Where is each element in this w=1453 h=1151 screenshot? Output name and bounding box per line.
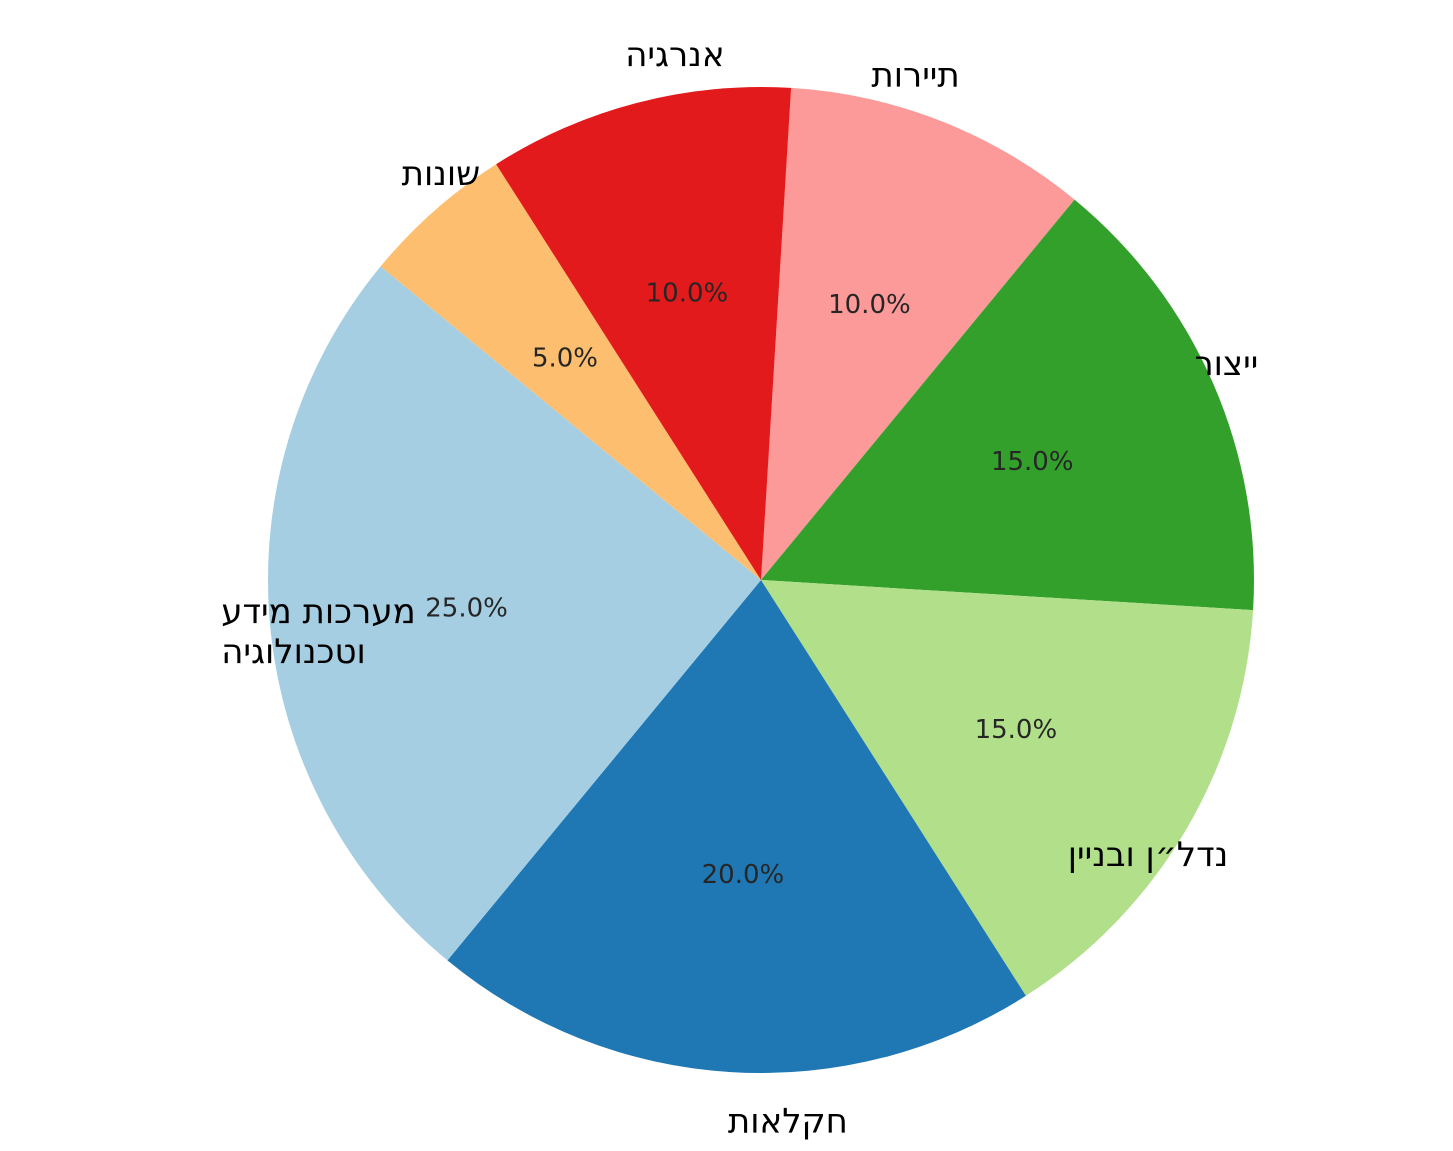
pie-slices: [267, 87, 1254, 1073]
pie-slice: [267, 266, 761, 961]
slice-percentage-label: 25.0%: [425, 593, 508, 623]
slice-category-label: נדל״ן ובניין: [1068, 835, 1229, 875]
slice-percentage-label: 10.0%: [646, 279, 729, 309]
category-labels: תיירות ייצור נדל״ן ובניין חקלאות מערכות מידע…: [221, 35, 1258, 1141]
slice-category-label-line: חקלאות: [728, 1101, 848, 1141]
pie-slice: [380, 164, 761, 581]
slice-category-label: מערכות מידע וטכנולוגיה: [221, 592, 416, 672]
slice-category-label-line: שונות: [402, 154, 481, 194]
slice-percentage-label: 5.0%: [532, 343, 598, 373]
percentage-labels: 10.0% 15.0% 15.0% 20.0% 25.0% 5.0% 10.0%: [425, 279, 1073, 891]
slice-category-label-line: ייצור: [1194, 344, 1258, 384]
pie-slice: [761, 199, 1254, 611]
slice-percentage-label: 10.0%: [828, 290, 911, 320]
slice-percentage-label: 20.0%: [702, 860, 785, 890]
slice-category-label: חקלאות: [728, 1101, 848, 1141]
slice-category-label: שונות: [402, 154, 481, 194]
slice-category-label: אנרגיה: [625, 35, 724, 75]
slice-category-label-line: תיירות: [871, 55, 959, 95]
pie-slice: [761, 580, 1254, 996]
slice-category-label-line: נדל״ן ובניין: [1068, 835, 1229, 875]
slice-category-label: תיירות: [871, 55, 959, 95]
slice-category-label-line: מערכות מידע: [221, 592, 416, 632]
slice-category-label: ייצור: [1194, 344, 1258, 384]
slice-percentage-label: 15.0%: [975, 715, 1058, 745]
slice-category-label-line: אנרגיה: [625, 35, 724, 75]
pie-slice: [761, 87, 1075, 580]
slice-percentage-label: 15.0%: [991, 447, 1074, 477]
pie-slice: [447, 580, 1026, 1073]
pie-slice: [496, 87, 792, 581]
slice-category-label-line: וטכנולוגיה: [221, 632, 366, 672]
